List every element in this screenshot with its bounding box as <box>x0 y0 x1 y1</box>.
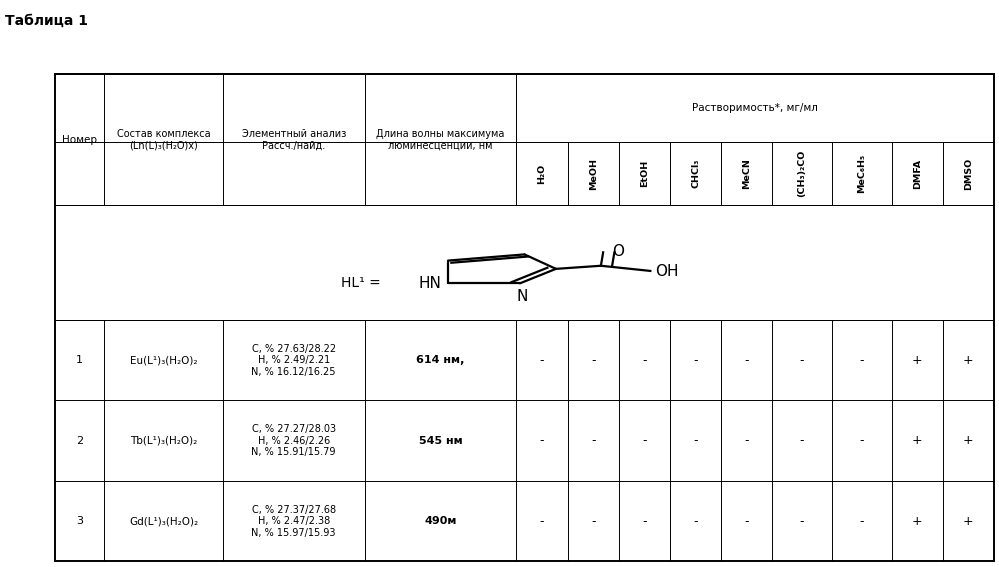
Text: Gd(L¹)₃(H₂O)₂: Gd(L¹)₃(H₂O)₂ <box>129 516 198 526</box>
Text: +: + <box>912 354 922 367</box>
Text: +: + <box>963 434 974 447</box>
Text: Состав комплекса
(Ln(L)₃(H₂O)x): Состав комплекса (Ln(L)₃(H₂O)x) <box>117 129 210 150</box>
Text: -: - <box>859 434 864 447</box>
Text: -: - <box>693 354 697 367</box>
Text: O: O <box>612 244 624 259</box>
Text: Eu(L¹)₃(H₂O)₂: Eu(L¹)₃(H₂O)₂ <box>130 355 197 365</box>
Text: -: - <box>693 434 697 447</box>
Text: Номер: Номер <box>62 134 97 145</box>
Text: -: - <box>539 434 544 447</box>
Text: +: + <box>963 354 974 367</box>
Text: 614 нм,: 614 нм, <box>417 355 465 365</box>
Text: -: - <box>800 354 804 367</box>
Text: EtOH: EtOH <box>639 160 648 187</box>
Text: HL¹ =: HL¹ = <box>341 276 381 290</box>
Text: -: - <box>539 515 544 528</box>
Text: -: - <box>800 434 804 447</box>
Text: +: + <box>912 515 922 528</box>
Text: (CH₃)₂CO: (CH₃)₂CO <box>797 150 806 197</box>
Text: Элементный анализ
Рассч./найд.: Элементный анализ Рассч./найд. <box>242 129 346 150</box>
Text: 3: 3 <box>76 516 83 526</box>
Text: -: - <box>744 515 749 528</box>
Text: -: - <box>744 354 749 367</box>
Text: 1: 1 <box>76 355 83 365</box>
Text: N: N <box>516 289 527 304</box>
Text: 545 нм: 545 нм <box>419 435 463 446</box>
Text: HN: HN <box>419 276 442 291</box>
Text: MeCN: MeCN <box>742 158 751 189</box>
Text: -: - <box>859 515 864 528</box>
Text: H₂O: H₂O <box>537 163 546 184</box>
Text: -: - <box>591 354 595 367</box>
Text: C, % 27.27/28.03
H, % 2.46/2.26
N, % 15.91/15.79: C, % 27.27/28.03 H, % 2.46/2.26 N, % 15.… <box>252 424 336 457</box>
Text: -: - <box>539 354 544 367</box>
Text: Длина волны максимума
люминесценции, нм: Длина волны максимума люминесценции, нм <box>377 129 504 150</box>
Text: -: - <box>591 434 595 447</box>
Text: OH: OH <box>655 264 678 280</box>
Text: Растворимость*, мг/мл: Растворимость*, мг/мл <box>692 103 818 113</box>
Text: -: - <box>744 434 749 447</box>
Text: -: - <box>642 515 646 528</box>
Text: Tb(L¹)₃(H₂O)₂: Tb(L¹)₃(H₂O)₂ <box>130 435 197 446</box>
Text: -: - <box>859 354 864 367</box>
Text: -: - <box>642 434 646 447</box>
Text: 2: 2 <box>76 435 83 446</box>
Text: +: + <box>963 515 974 528</box>
Text: -: - <box>642 354 646 367</box>
Text: 490м: 490м <box>425 516 457 526</box>
Text: -: - <box>591 515 595 528</box>
Text: C, % 27.63/28.22
H, % 2.49/2.21
N, % 16.12/16.25: C, % 27.63/28.22 H, % 2.49/2.21 N, % 16.… <box>252 344 336 377</box>
Text: MeOH: MeOH <box>588 158 597 190</box>
Text: DMFA: DMFA <box>913 159 922 189</box>
Text: +: + <box>912 434 922 447</box>
Text: DMSO: DMSO <box>964 158 973 190</box>
Text: -: - <box>800 515 804 528</box>
Text: CHCl₃: CHCl₃ <box>691 159 700 188</box>
Text: MeC₆H₅: MeC₆H₅ <box>857 154 866 193</box>
Text: -: - <box>693 515 697 528</box>
Text: Таблица 1: Таблица 1 <box>5 14 88 28</box>
Text: C, % 27.37/27.68
H, % 2.47/2.38
N, % 15.97/15.93: C, % 27.37/27.68 H, % 2.47/2.38 N, % 15.… <box>252 505 336 538</box>
